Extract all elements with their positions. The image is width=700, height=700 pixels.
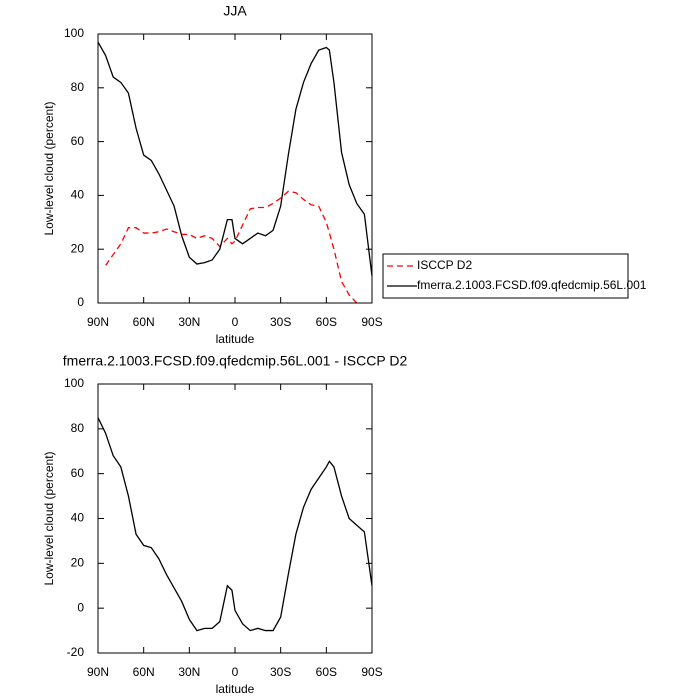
x-tick-label: 60N <box>133 665 155 679</box>
plot-frame <box>97 383 373 654</box>
legend-label: fmerra.2.1003.FCSD.f09.qfedcmip.56L.001 <box>417 278 647 292</box>
x-tick-label: 90N <box>87 315 109 329</box>
y-tick-label: 80 <box>71 80 85 94</box>
data-line <box>97 41 373 277</box>
y-axis-label: Low-level cloud (percent) <box>42 101 56 235</box>
legend-box <box>382 253 629 299</box>
y-tick-label: 100 <box>64 26 84 40</box>
y-tick-label: 60 <box>71 466 85 480</box>
x-tick-label: 0 <box>232 315 239 329</box>
data-line <box>97 417 373 632</box>
y-tick-label: 20 <box>71 556 85 570</box>
y-tick-label: 0 <box>77 295 84 309</box>
y-tick-label: -20 <box>67 645 85 659</box>
x-tick-label: 30S <box>270 315 291 329</box>
x-axis-label: latitude <box>216 682 255 696</box>
legend-label: ISCCP D2 <box>417 258 472 272</box>
x-tick-label: 60S <box>316 665 337 679</box>
chart-title: JJA <box>223 3 247 19</box>
y-tick-label: 40 <box>71 511 85 525</box>
y-tick-label: 80 <box>71 421 85 435</box>
x-tick-label: 0 <box>232 665 239 679</box>
x-tick-label: 30N <box>178 315 200 329</box>
x-tick-label: 90S <box>361 665 382 679</box>
x-tick-label: 60S <box>316 315 337 329</box>
x-tick-label: 30S <box>270 665 291 679</box>
x-tick-label: 60N <box>133 315 155 329</box>
data-line <box>105 190 358 304</box>
y-axis-label: Low-level cloud (percent) <box>42 451 56 585</box>
chart-title: fmerra.2.1003.FCSD.f09.qfedcmip.56L.001 … <box>63 353 408 369</box>
y-tick-label: 20 <box>71 241 85 255</box>
x-axis-label: latitude <box>216 332 255 346</box>
y-tick-label: 0 <box>77 600 84 614</box>
y-tick-label: 100 <box>64 376 84 390</box>
plot-frame <box>97 33 373 304</box>
y-tick-label: 60 <box>71 134 85 148</box>
x-tick-label: 90N <box>87 665 109 679</box>
x-tick-label: 30N <box>178 665 200 679</box>
y-tick-label: 40 <box>71 188 85 202</box>
x-tick-label: 90S <box>361 315 382 329</box>
